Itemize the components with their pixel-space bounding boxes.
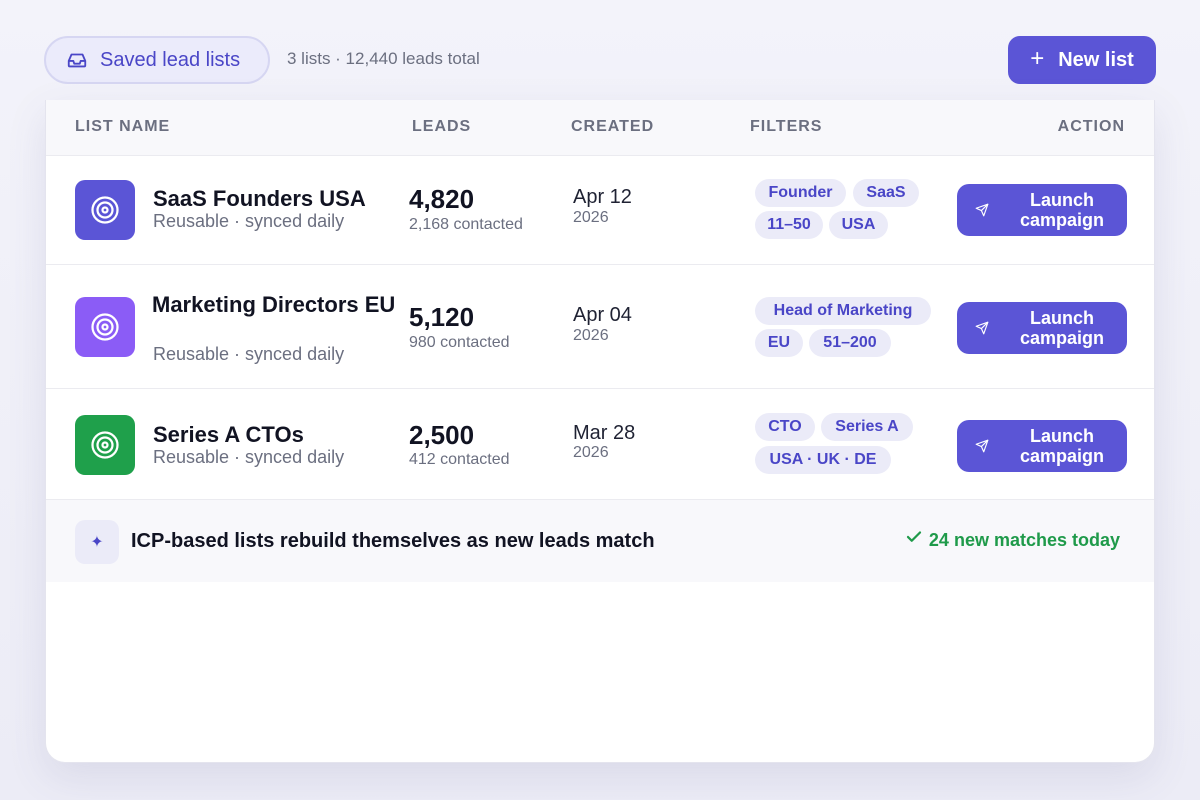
lead-lists-table: LIST NAME LEADS CREATED FILTERS ACTION S… [45, 100, 1155, 763]
launch-campaign-label: Launch campaign [1019, 190, 1105, 230]
contacted-count: 2,168 contacted [409, 216, 523, 233]
send-icon [975, 203, 989, 217]
created-date: Apr 12 [573, 186, 632, 208]
new-list-button[interactable]: + New list [1008, 36, 1156, 84]
created-date: Mar 28 [573, 422, 636, 444]
filter-tag: USA · UK · DE [755, 446, 891, 474]
sparkle-icon: ✦ [75, 520, 119, 564]
leads-count: 5,120 [409, 302, 475, 332]
filter-tag: CTO [755, 413, 815, 441]
contacted-count: 980 contacted [409, 334, 510, 351]
contacted-count: 412 contacted [409, 451, 510, 468]
launch-campaign-button[interactable]: Launch campaign [957, 420, 1127, 472]
saved-lead-lists-chip[interactable]: Saved lead lists [44, 36, 270, 84]
list-name: Marketing Directors EU [152, 292, 396, 317]
target-icon [91, 431, 119, 459]
launch-campaign-label: Launch campaign [1019, 426, 1105, 466]
launch-campaign-button[interactable]: Launch campaign [957, 184, 1127, 236]
list-name: Series A CTOs [153, 422, 304, 447]
list-subtitle: Reusable · synced daily [153, 344, 345, 364]
list-subtitle: Reusable · synced daily [153, 447, 345, 467]
plus-icon: + [1030, 45, 1045, 72]
table-row[interactable]: Series A CTOs Reusable · synced daily 2,… [46, 389, 1154, 500]
list-icon [75, 415, 135, 475]
footer-banner: ✦ ICP-based lists rebuild themselves as … [46, 500, 1154, 582]
leads-count: 2,500 [409, 420, 475, 450]
chip-label: Saved lead lists [100, 48, 241, 71]
created-year: 2026 [573, 209, 609, 226]
table-row[interactable]: SaaS Founders USA Reusable · synced dail… [46, 156, 1154, 265]
lists-summary: 3 lists · 12,440 leads total [287, 49, 480, 68]
launch-campaign-label: Launch campaign [1019, 308, 1105, 348]
column-header-filters: FILTERS [750, 118, 823, 135]
table-row[interactable]: Marketing Directors EU Reusable · synced… [46, 265, 1154, 389]
column-header-action: ACTION [1057, 118, 1125, 135]
filter-tag: USA [829, 211, 888, 239]
list-name: SaaS Founders USA [153, 186, 366, 211]
list-icon [75, 180, 135, 240]
send-icon [975, 439, 989, 453]
list-subtitle: Reusable · synced daily [153, 211, 345, 231]
send-icon [975, 321, 989, 335]
created-date: Apr 04 [573, 304, 632, 326]
created-year: 2026 [573, 444, 609, 461]
list-icon [75, 297, 135, 357]
filter-tag: 11–50 [755, 211, 823, 239]
launch-campaign-button[interactable]: Launch campaign [957, 302, 1127, 354]
new-list-label: New list [1058, 48, 1134, 71]
check-icon [906, 530, 922, 542]
table-header: LIST NAME LEADS CREATED FILTERS ACTION [46, 100, 1154, 156]
target-icon [91, 196, 119, 224]
new-matches-status: 24 new matches today [905, 530, 1120, 551]
target-icon [91, 313, 119, 341]
filter-tag: Founder [755, 179, 846, 207]
column-header-created: CREATED [571, 118, 655, 135]
filter-tag: SaaS [853, 179, 919, 207]
filter-tag: 51–200 [809, 329, 891, 357]
filter-tag: EU [755, 329, 803, 357]
leads-count: 4,820 [409, 184, 475, 214]
footer-message: ICP-based lists rebuild themselves as ne… [131, 530, 655, 552]
column-header-leads: LEADS [412, 118, 472, 135]
new-matches-label: 24 new matches today [928, 530, 1120, 550]
inbox-icon [67, 53, 87, 68]
column-header-list-name: LIST NAME [75, 118, 171, 135]
filter-tag: Head of Marketing [755, 297, 931, 325]
created-year: 2026 [573, 327, 609, 344]
filter-tag: Series A [821, 413, 913, 441]
